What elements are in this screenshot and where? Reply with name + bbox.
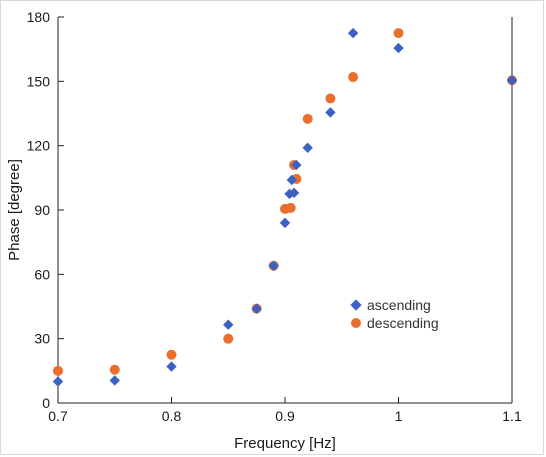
point-ascending [291,159,302,171]
point-ascending [52,376,64,387]
point-ascending [286,174,298,186]
point-descending [223,333,234,344]
y-tick-label: 120 [27,138,51,154]
point-descending [285,202,296,213]
point-ascending [288,187,300,199]
y-tick-label: 0 [42,395,50,411]
point-ascending [325,107,336,118]
x-axis-title: Frequency [Hz] [234,435,336,452]
y-tick-label: 180 [27,9,51,25]
x-tick-label: 0.8 [162,408,182,424]
x-tick-label: 1.1 [502,408,522,424]
y-tick-label: 30 [34,331,50,347]
y-tick-label: 150 [27,73,51,89]
y-tick-label: 60 [34,266,50,282]
point-ascending [251,303,262,314]
legend-circle-icon [351,318,361,328]
legend-diamond-icon [350,299,362,311]
y-ticks: 0 30 60 90 120 150 180 [27,9,64,411]
legend-label-ascending: ascending [367,297,431,313]
y-tick-label: 90 [34,202,50,218]
point-ascending [166,361,177,372]
data-points [52,27,518,387]
x-tick-label: 0.7 [48,408,68,424]
point-ascending [223,319,234,330]
point-descending [393,28,404,39]
x-ticks: 0.7 0.8 0.9 1 1.1 [48,397,522,424]
x-tick-label: 1 [395,408,403,424]
point-ascending [393,42,404,54]
point-ascending [302,142,313,154]
y-axis-title: Phase [degree] [6,159,23,261]
point-ascending [109,375,120,386]
legend: ascending descending [350,297,439,331]
legend-label-descending: descending [367,315,439,331]
point-descending [166,349,177,360]
point-descending [348,72,359,83]
point-ascending [506,75,518,86]
point-ascending [347,27,359,39]
point-descending [302,113,313,124]
point-ascending [268,260,279,271]
point-descending [109,364,120,375]
point-ascending [279,217,291,229]
x-tick-label: 0.9 [275,408,295,424]
point-descending [325,93,336,104]
point-descending [53,365,63,376]
